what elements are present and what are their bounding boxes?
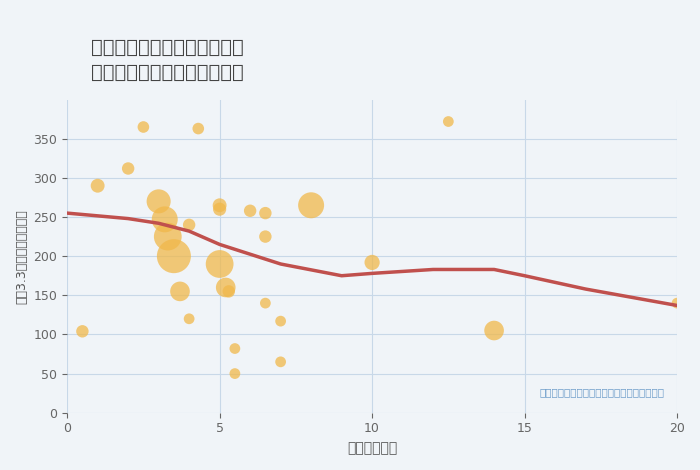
Point [159,216,170,223]
Point [275,317,286,325]
Point [122,164,134,172]
Point [220,284,231,291]
Point [489,327,500,334]
Point [442,118,454,125]
Point [230,370,241,377]
Point [214,202,225,209]
Point [260,299,271,307]
Y-axis label: 坪（3.3㎡）単価（万円）: 坪（3.3㎡）単価（万円） [15,209,28,304]
Point [77,328,88,335]
Point [260,209,271,217]
Point [305,202,316,209]
Point [162,233,174,240]
Point [671,299,682,307]
Point [193,125,204,133]
X-axis label: 駅距離（分）: 駅距離（分） [347,441,397,455]
Point [230,345,241,352]
Text: 神奈川県横浜市中区真砂町の
駅距離別中古マンション価格: 神奈川県横浜市中区真砂町の 駅距離別中古マンション価格 [91,38,244,82]
Point [275,358,286,366]
Point [174,288,186,295]
Point [223,288,235,295]
Point [183,221,195,228]
Point [260,233,271,240]
Point [92,182,103,189]
Text: 円の大きさは、取引のあった物件面積を示す: 円の大きさは、取引のあった物件面積を示す [540,387,665,397]
Point [214,260,225,268]
Point [214,205,225,213]
Point [153,197,164,205]
Point [244,207,256,214]
Point [367,258,378,266]
Point [183,315,195,322]
Point [168,252,179,260]
Point [138,123,149,131]
